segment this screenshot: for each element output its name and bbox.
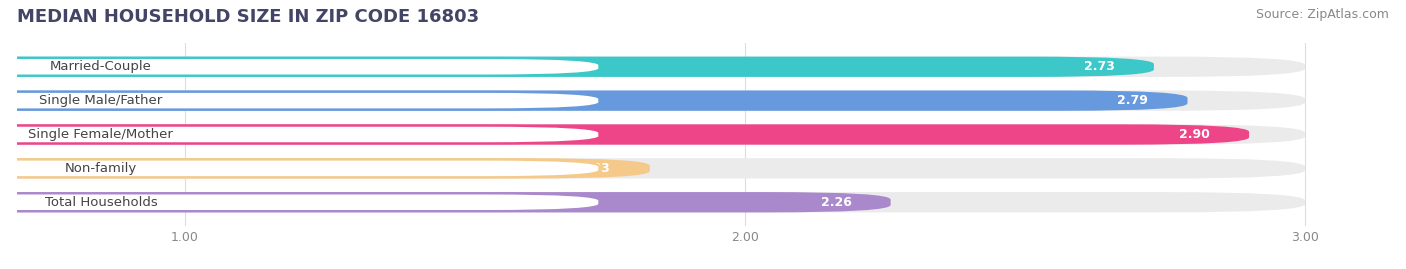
Text: Single Female/Mother: Single Female/Mother xyxy=(28,128,173,141)
Text: Source: ZipAtlas.com: Source: ZipAtlas.com xyxy=(1256,8,1389,21)
Text: Single Male/Father: Single Male/Father xyxy=(39,94,163,107)
FancyBboxPatch shape xyxy=(0,90,1188,111)
FancyBboxPatch shape xyxy=(0,90,1305,111)
FancyBboxPatch shape xyxy=(0,160,599,177)
FancyBboxPatch shape xyxy=(0,58,599,76)
FancyBboxPatch shape xyxy=(0,158,650,179)
FancyBboxPatch shape xyxy=(0,126,599,143)
Text: MEDIAN HOUSEHOLD SIZE IN ZIP CODE 16803: MEDIAN HOUSEHOLD SIZE IN ZIP CODE 16803 xyxy=(17,8,479,26)
FancyBboxPatch shape xyxy=(0,192,890,213)
FancyBboxPatch shape xyxy=(0,192,1305,213)
Text: 1.83: 1.83 xyxy=(579,162,610,175)
Text: 2.26: 2.26 xyxy=(821,196,852,209)
FancyBboxPatch shape xyxy=(0,124,1249,145)
Text: 2.79: 2.79 xyxy=(1118,94,1149,107)
Text: Non-family: Non-family xyxy=(65,162,136,175)
FancyBboxPatch shape xyxy=(0,56,1154,77)
Text: Total Households: Total Households xyxy=(45,196,157,209)
FancyBboxPatch shape xyxy=(0,158,1305,179)
FancyBboxPatch shape xyxy=(0,193,599,211)
FancyBboxPatch shape xyxy=(0,124,1305,145)
Text: 2.90: 2.90 xyxy=(1180,128,1211,141)
FancyBboxPatch shape xyxy=(0,56,1305,77)
Text: 2.73: 2.73 xyxy=(1084,60,1115,73)
Text: Married-Couple: Married-Couple xyxy=(51,60,152,73)
FancyBboxPatch shape xyxy=(0,92,599,109)
